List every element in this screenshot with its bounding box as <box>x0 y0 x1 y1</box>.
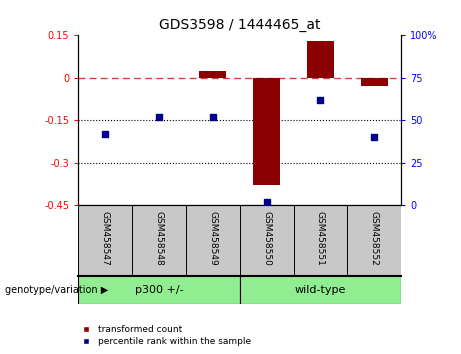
Text: wild-type: wild-type <box>295 285 346 295</box>
Bar <box>78 276 240 304</box>
Text: GSM458548: GSM458548 <box>154 211 164 266</box>
Bar <box>240 276 401 304</box>
Point <box>155 114 163 120</box>
Point <box>101 131 109 137</box>
Text: GSM458547: GSM458547 <box>101 211 110 266</box>
Bar <box>253 78 280 185</box>
Point <box>209 114 217 120</box>
Text: GSM458552: GSM458552 <box>370 211 378 266</box>
Text: GSM458551: GSM458551 <box>316 211 325 266</box>
Point <box>263 199 270 205</box>
Point <box>317 97 324 103</box>
Text: genotype/variation ▶: genotype/variation ▶ <box>5 285 108 295</box>
Title: GDS3598 / 1444465_at: GDS3598 / 1444465_at <box>159 18 320 32</box>
Text: GSM458549: GSM458549 <box>208 211 217 266</box>
Text: GSM458550: GSM458550 <box>262 211 271 266</box>
Bar <box>307 41 334 78</box>
Point <box>371 135 378 140</box>
Bar <box>199 71 226 78</box>
Bar <box>361 78 388 86</box>
Legend: transformed count, percentile rank within the sample: transformed count, percentile rank withi… <box>74 321 255 349</box>
Text: p300 +/-: p300 +/- <box>135 285 183 295</box>
